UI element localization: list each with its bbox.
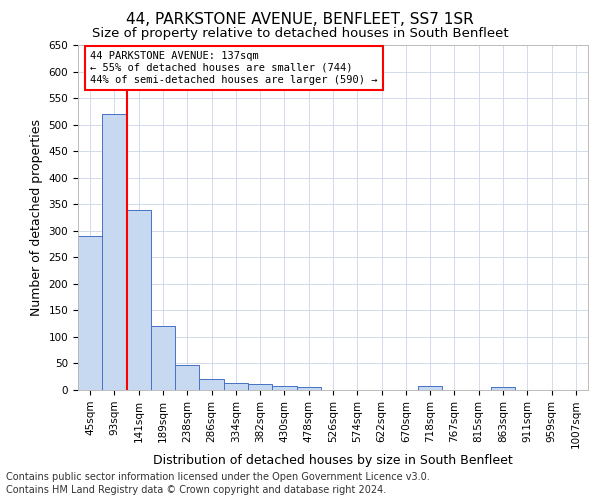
Bar [491,388,515,390]
Bar [102,114,127,390]
X-axis label: Distribution of detached houses by size in South Benfleet: Distribution of detached houses by size … [153,454,513,467]
Bar [151,326,175,390]
Text: 44, PARKSTONE AVENUE, BENFLEET, SS7 1SR: 44, PARKSTONE AVENUE, BENFLEET, SS7 1SR [126,12,474,28]
Bar [127,210,151,390]
Bar [224,383,248,390]
Bar [199,380,224,390]
Bar [248,384,272,390]
Bar [78,236,102,390]
Bar [175,364,199,390]
Bar [296,388,321,390]
Text: Size of property relative to detached houses in South Benfleet: Size of property relative to detached ho… [92,28,508,40]
Text: Contains HM Land Registry data © Crown copyright and database right 2024.: Contains HM Land Registry data © Crown c… [6,485,386,495]
Bar [272,386,296,390]
Y-axis label: Number of detached properties: Number of detached properties [30,119,43,316]
Bar [418,386,442,390]
Text: Contains public sector information licensed under the Open Government Licence v3: Contains public sector information licen… [6,472,430,482]
Text: 44 PARKSTONE AVENUE: 137sqm
← 55% of detached houses are smaller (744)
44% of se: 44 PARKSTONE AVENUE: 137sqm ← 55% of det… [90,52,377,84]
